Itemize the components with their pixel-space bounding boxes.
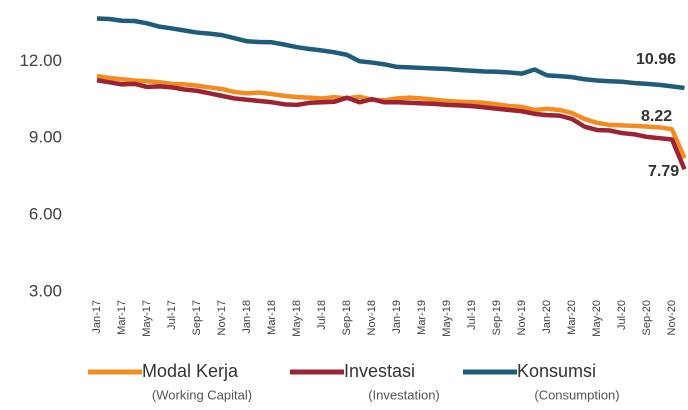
legend-sublabel: (Investation) xyxy=(368,387,440,402)
x-tick-label: Nov-20 xyxy=(666,300,678,335)
x-tick-label: Sep-17 xyxy=(191,300,203,335)
y-tick-label: 3.00 xyxy=(29,281,62,300)
x-tick-label: Sep-20 xyxy=(641,300,653,335)
y-tick-label: 9.00 xyxy=(29,128,62,147)
x-tick-label: Mar-18 xyxy=(266,300,278,335)
legend-label: Modal Kerja xyxy=(142,361,239,381)
x-tick-label: Jan-18 xyxy=(241,300,253,334)
x-tick-label: Sep-18 xyxy=(341,300,353,335)
end-value-label: 7.79 xyxy=(648,163,679,180)
series-line xyxy=(96,16,685,91)
legend-label: Konsumsi xyxy=(517,361,596,381)
x-tick-label: Jul-19 xyxy=(466,300,478,330)
x-tick-label: May-18 xyxy=(291,300,303,337)
series-line xyxy=(96,78,687,171)
x-tick-label: Jul-17 xyxy=(166,300,178,330)
x-tick-label: May-20 xyxy=(591,300,603,337)
y-tick-label: 12.00 xyxy=(19,51,62,70)
end-value-label: 8.22 xyxy=(641,108,672,125)
x-tick-label: Nov-17 xyxy=(216,300,228,335)
x-tick-label: Jul-20 xyxy=(616,300,628,330)
x-tick-label: May-19 xyxy=(441,300,453,337)
legend-sublabel: (Working Capital) xyxy=(152,387,252,402)
end-value-label: 10.96 xyxy=(636,51,676,68)
x-tick-label: Jul-18 xyxy=(316,300,328,330)
legend-sublabel: (Consumption) xyxy=(534,387,619,402)
y-tick-label: 6.00 xyxy=(29,205,62,224)
x-tick-label: May-17 xyxy=(141,300,153,337)
series-line xyxy=(96,73,687,160)
legend-label: Investasi xyxy=(344,361,415,381)
x-tick-label: Nov-19 xyxy=(516,300,528,335)
x-tick-label: Mar-17 xyxy=(116,300,128,335)
x-tick-label: Jan-19 xyxy=(391,300,403,334)
x-tick-label: Mar-19 xyxy=(416,300,428,335)
x-tick-label: Nov-18 xyxy=(366,300,378,335)
x-tick-label: Jan-17 xyxy=(91,300,103,334)
x-tick-label: Sep-19 xyxy=(491,300,503,335)
x-tick-label: Mar-20 xyxy=(566,300,578,335)
x-tick-label: Jan-20 xyxy=(541,300,553,334)
